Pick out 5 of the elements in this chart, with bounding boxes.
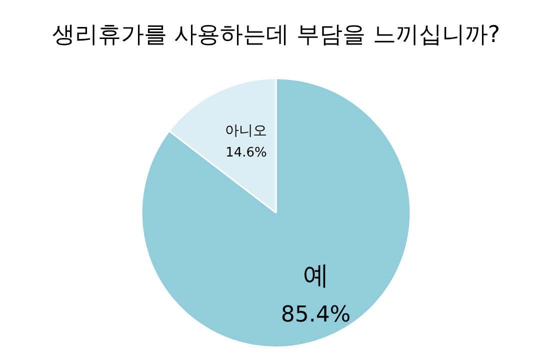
slice-label: 아니오 — [225, 122, 268, 139]
data-label: 85.4% — [280, 302, 351, 328]
slice-label: 예 — [302, 261, 329, 292]
chart-title: 생리휴가를 사용하는데 부담을 느끼십니까? — [52, 22, 500, 48]
data-label: 14.6% — [226, 145, 267, 160]
